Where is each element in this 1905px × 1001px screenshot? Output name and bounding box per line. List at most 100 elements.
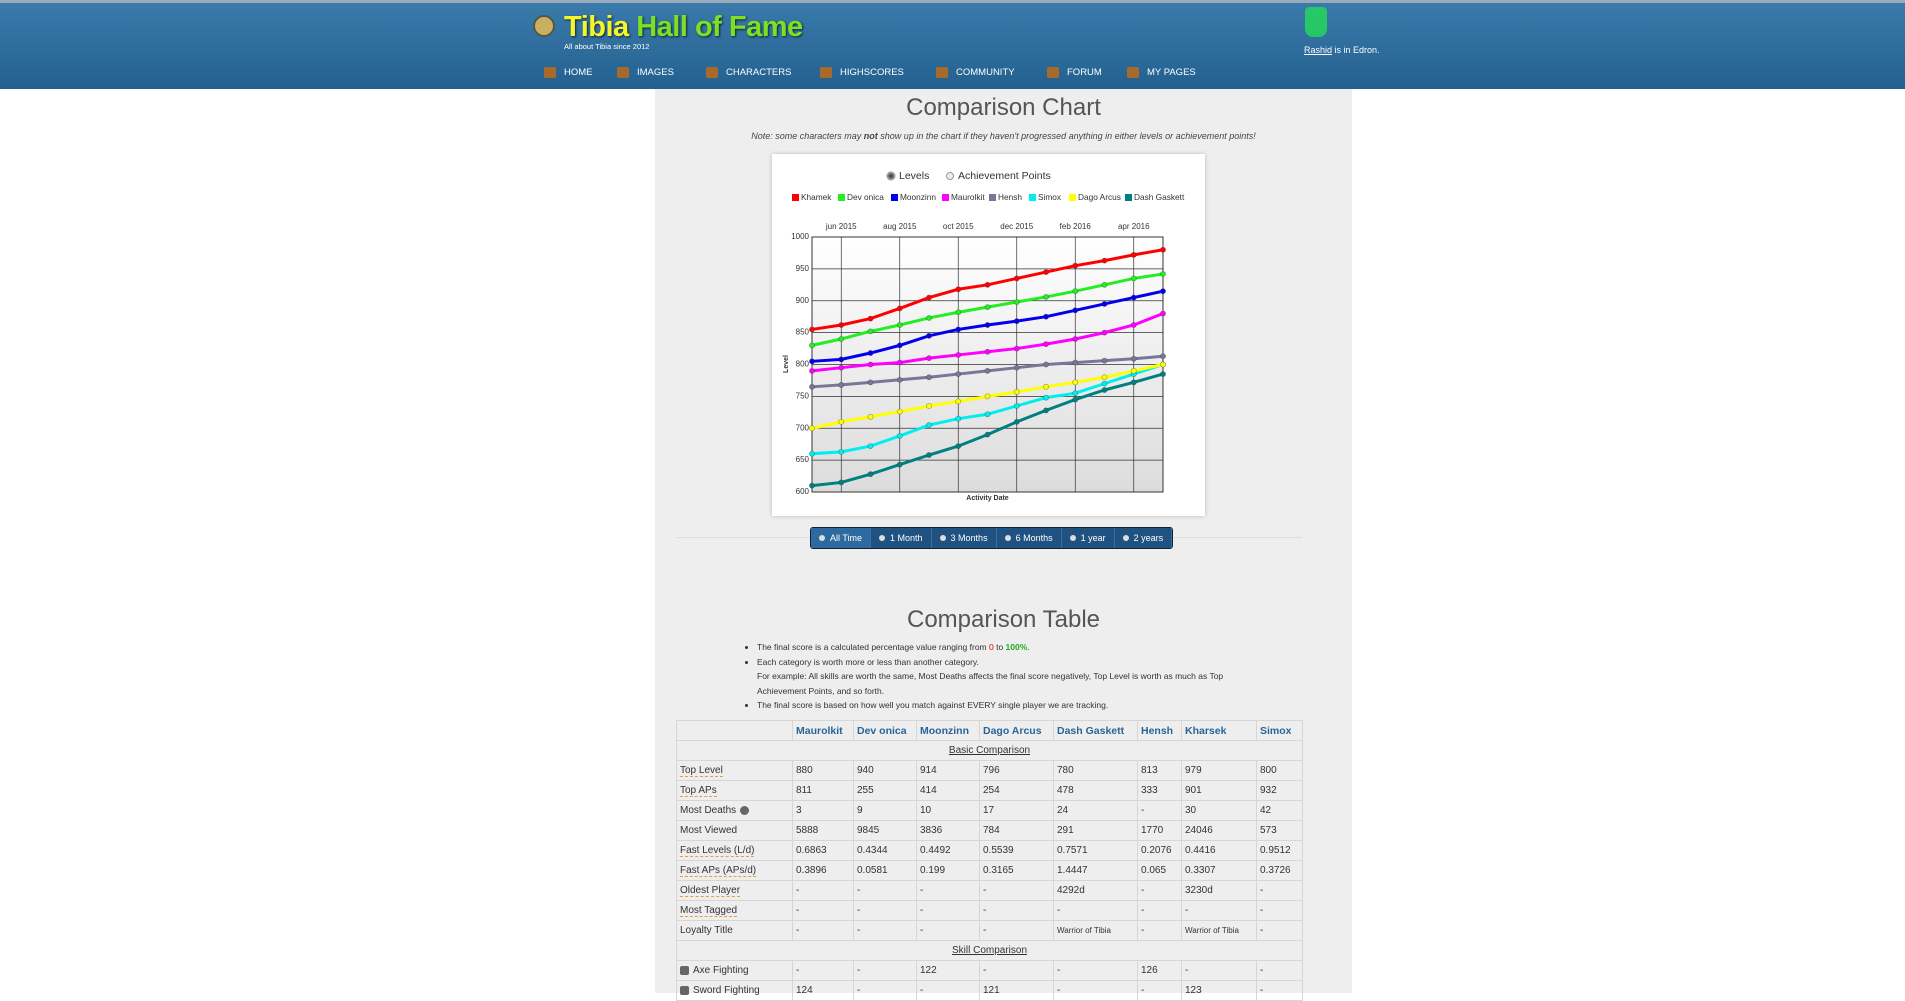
range-label: All Time <box>830 533 863 543</box>
nav-item[interactable]: CHARACTERS <box>706 67 791 78</box>
column-header[interactable]: Simox <box>1256 720 1303 741</box>
cell: 0.065 <box>1137 860 1182 881</box>
x-tick-label: apr 2016 <box>1118 222 1150 231</box>
nav-item[interactable]: FORUM <box>1047 67 1102 78</box>
cell: 813 <box>1137 760 1182 781</box>
data-row: Most Tagged - - - - - - - - <box>676 900 1303 921</box>
radio[interactable] <box>946 172 954 180</box>
chart: Levels Achievement Points Khamek Dev onica M… <box>772 154 1205 516</box>
cell: 0.4492 <box>916 840 980 861</box>
column-header[interactable]: Dev onica <box>853 720 917 741</box>
data-point <box>926 315 932 321</box>
radio <box>879 535 886 541</box>
text: 100% <box>1005 642 1028 652</box>
column-header[interactable]: Maurolkit <box>792 720 854 741</box>
range-button[interactable]: 2 years <box>1115 528 1173 548</box>
cell: 914 <box>916 760 980 781</box>
range-button[interactable]: All Time <box>811 528 872 548</box>
cell: - <box>853 920 917 941</box>
data-point <box>1043 407 1049 414</box>
nav-item[interactable]: IMAGES <box>617 67 674 78</box>
range-button[interactable]: 1 year <box>1062 528 1115 548</box>
radio[interactable] <box>886 171 896 181</box>
cell: - <box>1053 900 1138 921</box>
x-tick-label: jun 2015 <box>825 222 857 231</box>
legend-swatch <box>838 194 845 201</box>
cell: 784 <box>979 820 1054 841</box>
note-text: show up in the chart if they haven't pro… <box>877 131 1256 141</box>
text: Each category is worth more or less than… <box>757 656 979 667</box>
data-point <box>1043 361 1049 368</box>
y-axis-label: Level <box>783 355 790 373</box>
cell: - <box>979 960 1054 981</box>
nav-item[interactable]: HOME <box>544 67 593 78</box>
cell: 1770 <box>1137 820 1182 841</box>
nav-label: COMMUNITY <box>956 67 1015 78</box>
cell: 254 <box>979 780 1054 801</box>
cell: - <box>853 900 917 921</box>
data-point <box>867 471 874 478</box>
cell: - <box>916 880 980 901</box>
cell: 0.199 <box>916 860 980 881</box>
column-header[interactable]: Kharsek <box>1181 720 1257 741</box>
data-point <box>838 448 845 455</box>
data-point <box>955 371 962 377</box>
avatar[interactable] <box>1305 7 1327 37</box>
data-point <box>1160 310 1166 317</box>
cell: - <box>1256 980 1303 1001</box>
cell: - <box>792 920 854 941</box>
cell: 0.9512 <box>1256 840 1303 861</box>
data-point <box>838 322 845 328</box>
data-point <box>1160 371 1166 377</box>
range-selector: All Time 1 Month 3 Months 6 Months 1 year 2 y… <box>810 527 1174 549</box>
range-button[interactable]: 3 Months <box>932 528 997 548</box>
cell: Warrior of Tibia <box>1053 920 1138 941</box>
tagline: All about Tibia since 2012 <box>564 42 650 51</box>
row-label-text: Oldest Player <box>680 885 741 897</box>
section-row: Skill Comparison <box>676 940 1303 961</box>
radio <box>1004 535 1011 541</box>
legend-swatch <box>891 194 898 201</box>
cell: 3230d <box>1181 880 1257 901</box>
data-point <box>1013 389 1020 395</box>
cell: - <box>1137 920 1182 941</box>
range-button[interactable]: 1 Month <box>871 528 932 548</box>
user-link[interactable]: Rashid <box>1304 45 1333 55</box>
cell: 126 <box>1137 960 1182 981</box>
cell: - <box>1256 920 1303 941</box>
data-point <box>867 379 874 386</box>
column-header[interactable]: Dash Gaskett <box>1053 720 1138 741</box>
cell: 800 <box>1256 760 1303 781</box>
section-title: Skill Comparison <box>676 940 1303 961</box>
nav-item[interactable]: MY PAGES <box>1127 67 1196 78</box>
cell: 0.3896 <box>792 860 854 881</box>
data-point <box>1101 387 1108 393</box>
data-point <box>896 322 903 328</box>
logo[interactable] <box>533 15 555 37</box>
row-label: Fast Levels (L/d) <box>676 840 793 861</box>
column-header[interactable]: Dago Arcus <box>979 720 1054 741</box>
brand-part: Tibia <box>564 11 629 43</box>
notes-list: The final score is a calculated percenta… <box>745 640 1247 713</box>
cell: - <box>1256 900 1303 921</box>
cell: - <box>979 880 1054 901</box>
cell: - <box>1256 960 1303 981</box>
cell: 3836 <box>916 820 980 841</box>
data-point <box>1101 257 1108 264</box>
range-button[interactable]: 6 Months <box>997 528 1062 548</box>
cell: - <box>1181 900 1257 921</box>
brand[interactable]: Tibia Hall of Fame <box>564 11 803 44</box>
nav-item[interactable]: HIGHSCORES <box>820 67 904 78</box>
cell: - <box>979 900 1054 921</box>
column-header[interactable]: Moonzinn <box>916 720 980 741</box>
data-point <box>867 328 874 335</box>
data-point <box>984 281 991 288</box>
column-header[interactable]: Hensh <box>1137 720 1182 741</box>
nav-item[interactable]: COMMUNITY <box>936 67 1015 78</box>
legend-label: Moonzinn <box>900 192 936 202</box>
cell: 24 <box>1053 800 1138 821</box>
data-point <box>1043 394 1049 401</box>
nav-icon <box>936 67 948 78</box>
data-point <box>896 359 903 366</box>
